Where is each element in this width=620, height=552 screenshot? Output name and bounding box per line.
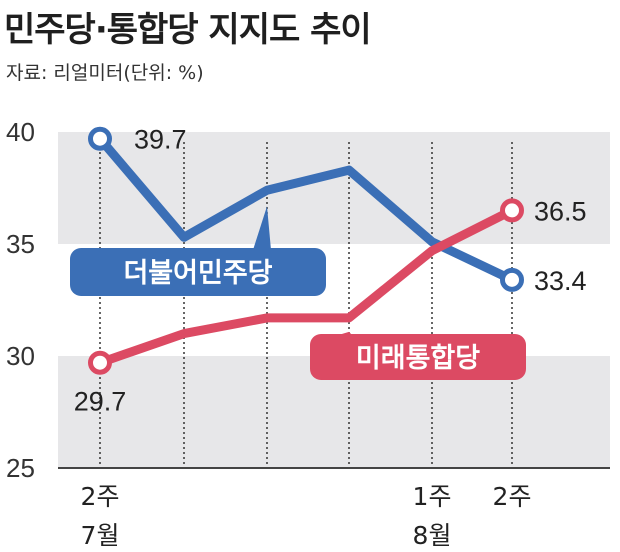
x-tick-week: 2주	[81, 482, 120, 511]
grid-band-0	[58, 132, 610, 244]
data-point-marker	[88, 350, 112, 375]
data-label: 39.7	[134, 125, 187, 155]
data-label: 33.4	[534, 266, 587, 296]
y-tick-label: 40	[6, 117, 35, 147]
y-tick-label: 35	[6, 229, 35, 259]
source-note: 자료: 리얼미터(단위: %)	[6, 62, 204, 84]
x-tick-week: 2주	[493, 482, 532, 511]
x-tick-month: 8월	[413, 521, 452, 550]
data-point-marker	[500, 267, 524, 292]
data-labels: 39.7 33.4 36.5 29.7	[74, 125, 587, 417]
callout-box	[310, 334, 526, 380]
series-lines	[95, 134, 517, 368]
x-tick-month: 7월	[81, 521, 120, 550]
dotted-grid-lines	[99, 142, 513, 468]
x-tick-week: 1주	[413, 482, 452, 511]
x-axis-labels: 2주 7월 1주 8월 2주	[81, 482, 532, 550]
data-label: 29.7	[74, 387, 127, 417]
series-name-label: 미래통합당	[356, 343, 480, 374]
data-label: 36.5	[534, 196, 587, 226]
callout-box	[70, 248, 326, 296]
y-tick-label: 30	[6, 341, 35, 371]
y-axis-ticks: 40 35 30 25	[6, 117, 35, 483]
data-point-marker	[88, 126, 112, 151]
series-line-1	[95, 205, 517, 368]
end-markers	[88, 126, 524, 375]
series-name-label: 더불어민주당	[123, 258, 272, 289]
callout-pointer	[253, 206, 271, 250]
y-tick-label: 25	[6, 453, 35, 483]
data-point-marker	[500, 198, 524, 223]
chart-title: 민주당·통합당 지지도 추이	[4, 10, 372, 50]
